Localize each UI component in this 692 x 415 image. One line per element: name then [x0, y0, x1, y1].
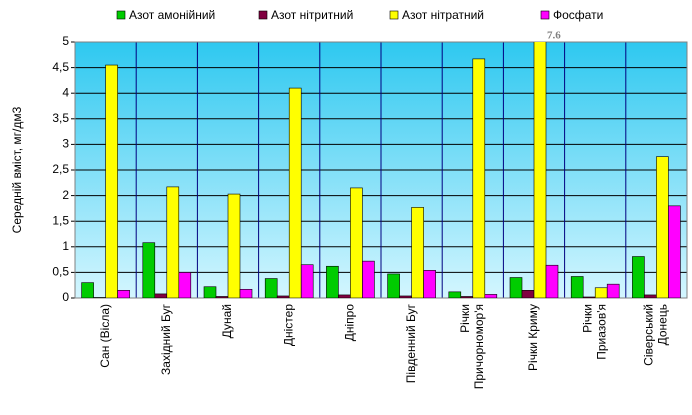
x-tick-label: Дністер	[281, 304, 295, 346]
bar	[656, 156, 669, 298]
value-label: 7.6	[547, 30, 561, 42]
x-tick-label: Дніпро	[343, 304, 357, 342]
bar	[105, 64, 118, 298]
bar	[276, 295, 290, 298]
bar	[81, 282, 94, 298]
bar	[533, 42, 547, 298]
bar	[545, 264, 559, 298]
bar	[570, 276, 584, 298]
bar	[142, 242, 156, 298]
bar	[521, 290, 535, 298]
legend-swatch	[540, 10, 550, 20]
bar	[632, 256, 645, 298]
y-tick-label: 1,5	[52, 213, 69, 227]
bar	[166, 186, 180, 298]
y-tick-label: 4,5	[52, 60, 69, 74]
bar	[484, 294, 498, 298]
legend-swatch	[389, 10, 399, 20]
x-tick-label: Річки Криму	[526, 304, 540, 371]
y-tick-label: 3,5	[52, 111, 69, 125]
bar	[399, 295, 412, 298]
y-tick-label: 4	[62, 85, 69, 99]
y-tick-label: 2	[62, 188, 69, 202]
x-tick-label: Західний Буг	[159, 303, 173, 375]
x-tick-label: Донець	[656, 304, 670, 345]
legend-label: Азот амонійний	[129, 8, 215, 22]
y-axis-label: Середній вміст, мг/дм3	[10, 106, 24, 233]
y-tick-label: 0	[62, 290, 69, 304]
bar	[509, 277, 523, 298]
y-tick-label: 3	[62, 137, 69, 151]
x-tick-label: Сан (Вісла)	[98, 304, 112, 368]
bar	[411, 207, 424, 298]
bar	[326, 265, 339, 298]
x-tick-label: Приазов'я	[594, 304, 608, 360]
y-tick-label: 5	[62, 34, 69, 48]
bar	[644, 294, 657, 298]
bar	[350, 187, 363, 298]
bar	[154, 293, 168, 298]
bar	[362, 260, 375, 298]
bar	[668, 205, 681, 298]
x-tick-label: Річки	[580, 304, 594, 333]
bar	[215, 296, 229, 298]
x-tick-label: Дунай	[220, 304, 234, 338]
bar	[117, 290, 130, 298]
bar	[606, 283, 620, 298]
bar	[338, 294, 351, 298]
bar	[448, 291, 462, 298]
bars	[81, 42, 681, 298]
x-tick-label: Причорномор'я	[472, 304, 486, 389]
y-tick-label: 0,5	[52, 265, 69, 279]
bar	[178, 272, 192, 298]
y-tick-label: 2,5	[52, 162, 69, 176]
legend-swatch	[116, 10, 126, 20]
bar	[288, 87, 302, 298]
legend-label: Азот нітритний	[271, 8, 353, 22]
y-tick-label: 1	[62, 239, 69, 253]
legend-label: Фосфати	[553, 8, 603, 22]
bar	[227, 193, 241, 298]
x-tick-label: Річки	[458, 304, 472, 333]
legend-swatch	[258, 10, 268, 20]
bar	[203, 286, 217, 298]
bar	[387, 273, 400, 298]
bar	[594, 287, 608, 298]
bar	[472, 58, 486, 298]
bar	[460, 296, 474, 298]
bar	[239, 288, 253, 298]
legend-label: Азот нітратний	[402, 8, 484, 22]
plot-border	[74, 41, 688, 299]
x-tick-label: Сіверський	[642, 304, 656, 366]
bar	[264, 278, 278, 298]
bar	[93, 297, 106, 298]
bar	[300, 264, 314, 298]
bar	[582, 296, 596, 298]
bar	[423, 270, 436, 298]
x-tick-label: Південний Буг	[404, 303, 418, 383]
